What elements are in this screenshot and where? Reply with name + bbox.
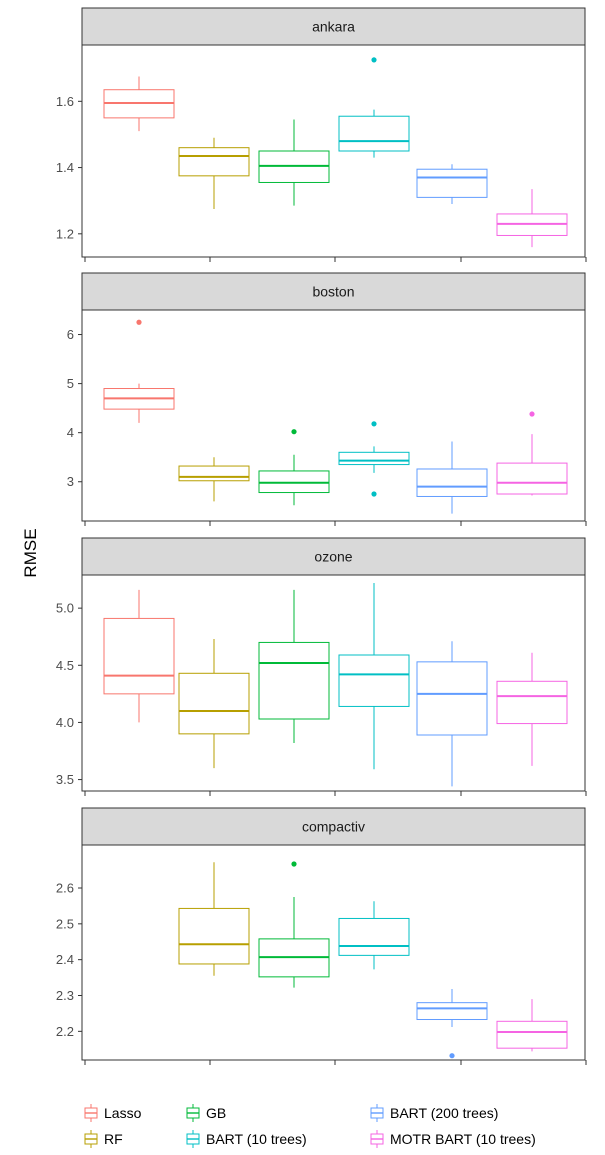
outlier-point	[291, 861, 297, 867]
y-tick-label: 1.2	[56, 226, 74, 241]
box-iqr	[496, 1020, 568, 1049]
box-iqr	[258, 641, 330, 720]
box-lasso	[103, 76, 175, 132]
panel-title: ankara	[312, 19, 355, 35]
box-iqr	[338, 115, 410, 152]
box-iqr	[338, 917, 410, 956]
y-tick-label: 1.6	[56, 94, 74, 109]
y-tick-label: 4	[67, 425, 74, 440]
box-lasso	[103, 319, 175, 423]
box-motr-bart-10-trees	[496, 652, 568, 766]
y-tick-label: 5.0	[56, 601, 74, 616]
box-iqr	[416, 661, 488, 736]
box-rf	[178, 862, 250, 976]
outlier-point	[136, 319, 142, 325]
box-bart-10-trees	[338, 901, 410, 970]
box-rf	[178, 457, 250, 502]
legend-item-motr-bart-10-trees: MOTR BART (10 trees)	[370, 1130, 536, 1148]
box-gb	[258, 119, 330, 206]
box-motr-bart-10-trees	[496, 189, 568, 248]
legend-item-lasso: Lasso	[84, 1104, 142, 1122]
box-iqr	[338, 451, 410, 466]
y-tick-label: 4.0	[56, 715, 74, 730]
box-motr-bart-10-trees	[496, 411, 568, 496]
legend-item-gb: GB	[186, 1104, 226, 1122]
legend-item-bart-200-trees: BART (200 trees)	[370, 1104, 498, 1122]
legend-item-bart-10-trees: BART (10 trees)	[186, 1130, 307, 1148]
outlier-point	[529, 411, 535, 417]
legend-label: BART (10 trees)	[206, 1131, 307, 1147]
panel-ozone: ozone 3.5 4.0 4.5 5.0	[56, 537, 587, 796]
box-gb	[258, 589, 330, 743]
box-bart-10-trees	[338, 421, 410, 497]
y-tick-label: 3.5	[56, 772, 74, 787]
outlier-point	[371, 421, 377, 427]
panel-title: ozone	[314, 549, 352, 565]
y-tick-label: 2.4	[56, 952, 74, 967]
panel-strip	[81, 272, 586, 311]
legend-label: BART (200 trees)	[390, 1105, 498, 1121]
box-iqr	[103, 617, 175, 695]
box-bart-200-trees	[416, 989, 488, 1059]
box-motr-bart-10-trees	[496, 999, 568, 1052]
panel-strip	[81, 7, 586, 46]
panel-compactiv: compactiv 2.2 2.3 2.4 2.5 2.6	[56, 807, 587, 1065]
box-iqr	[178, 907, 250, 965]
box-iqr	[178, 147, 250, 177]
box-iqr	[416, 1002, 488, 1021]
panel-ankara: ankara 1.2 1.4 1.6	[56, 7, 587, 262]
y-tick-label: 4.5	[56, 658, 74, 673]
box-iqr	[496, 462, 568, 495]
panel-strip	[81, 537, 586, 576]
legend-label: RF	[104, 1131, 123, 1147]
box-rf	[178, 137, 250, 209]
y-tick-label: 2.3	[56, 988, 74, 1003]
box-gb	[258, 429, 330, 506]
outlier-point	[371, 57, 377, 63]
y-tick-label: 1.4	[56, 160, 74, 175]
y-tick-label: 2.6	[56, 881, 74, 896]
legend: Lasso RF GB BART (10 trees) BART (200 trees)…	[84, 1104, 536, 1148]
y-tick-label: 6	[67, 327, 74, 342]
box-bart-10-trees	[338, 57, 410, 158]
legend-label: GB	[206, 1105, 226, 1121]
outlier-point	[371, 491, 377, 497]
y-tick-label: 2.5	[56, 916, 74, 931]
box-iqr	[496, 680, 568, 725]
legend-label: MOTR BART (10 trees)	[390, 1131, 536, 1147]
box-iqr	[178, 672, 250, 735]
panels: ankara 1.2 1.4 1.6 boston 3 4 5 6 ozone 3.5 4.0 4.5 5…	[56, 7, 587, 1065]
y-tick-label: 2.2	[56, 1024, 74, 1039]
y-axis-label: RMSE	[21, 528, 40, 577]
legend-label: Lasso	[104, 1105, 142, 1121]
panel-title: boston	[312, 284, 354, 300]
box-rf	[178, 639, 250, 769]
outlier-point	[449, 1053, 455, 1059]
box-lasso	[103, 589, 175, 723]
box-iqr	[416, 168, 488, 198]
y-tick-label: 5	[67, 376, 74, 391]
box-gb	[258, 861, 330, 988]
y-tick-label: 3	[67, 474, 74, 489]
panel-title: compactiv	[302, 819, 365, 835]
box-bart-10-trees	[338, 583, 410, 770]
outlier-point	[291, 429, 297, 435]
box-iqr	[178, 465, 250, 482]
box-iqr	[338, 654, 410, 707]
box-bart-200-trees	[416, 164, 488, 204]
box-bart-200-trees	[416, 441, 488, 514]
legend-item-rf: RF	[84, 1130, 123, 1148]
panel-strip	[81, 807, 586, 846]
panel-boston: boston 3 4 5 6	[67, 272, 587, 526]
box-iqr	[416, 468, 488, 497]
box-bart-200-trees	[416, 641, 488, 787]
